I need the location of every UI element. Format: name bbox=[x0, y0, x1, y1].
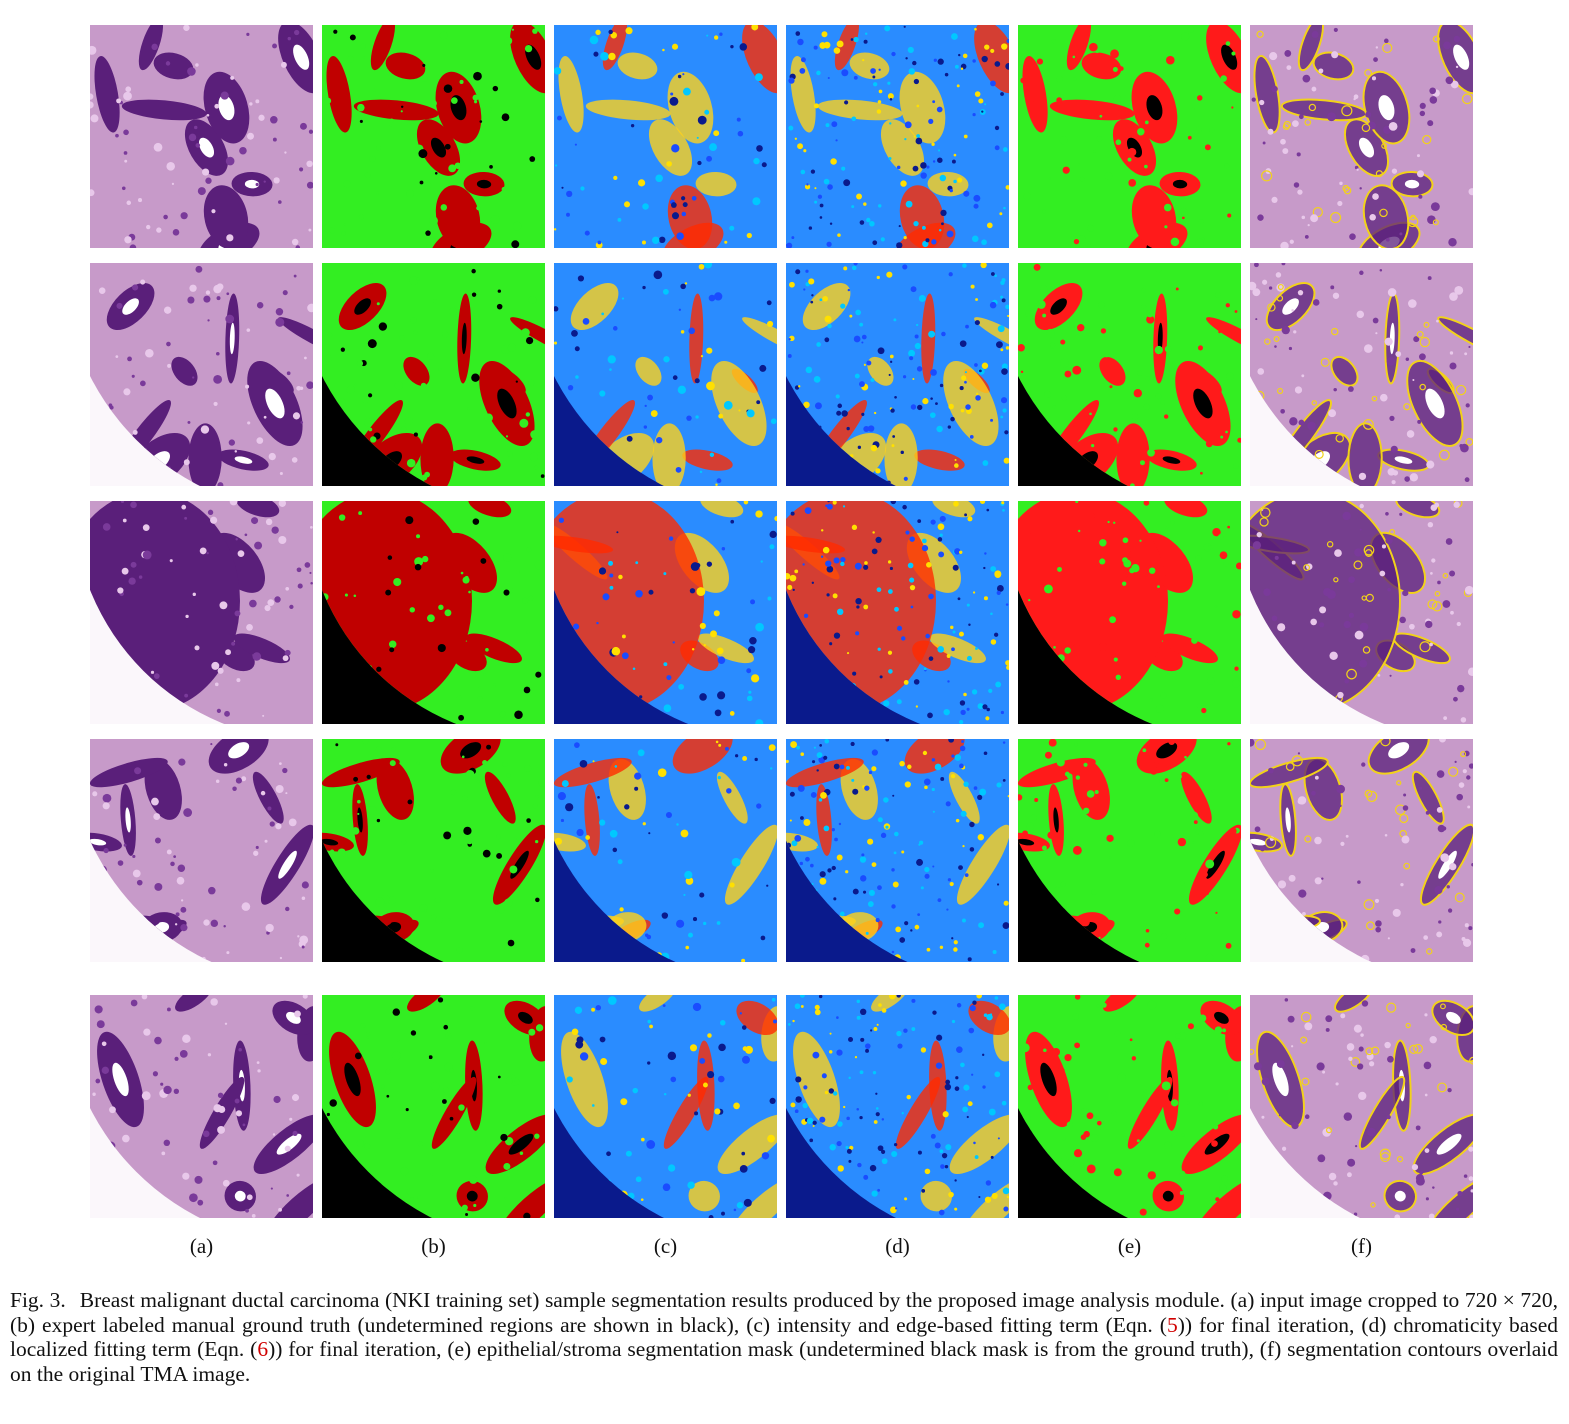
caption-text-3: )) for final iteration, (e) epithelial/s… bbox=[10, 1337, 1558, 1386]
panel-intensity-fitting-row-2 bbox=[554, 263, 777, 486]
panel-ground-truth-row-4 bbox=[322, 739, 545, 962]
caption-text-1: Breast malignant ductal carcinoma (NKI t… bbox=[10, 1288, 1558, 1337]
panel-contour-overlay-row-5 bbox=[1250, 995, 1473, 1218]
panel-contour-overlay-row-1 bbox=[1250, 25, 1473, 248]
panel-intensity-fitting-row-4 bbox=[554, 739, 777, 962]
panel-segmentation-mask-row-2 bbox=[1018, 263, 1241, 486]
sub-label-c: (c) bbox=[653, 1234, 678, 1258]
panel-ground-truth-row-1 bbox=[322, 25, 545, 248]
panel-ground-truth-row-3 bbox=[322, 501, 545, 724]
panel-contour-overlay-row-3 bbox=[1250, 501, 1473, 724]
panel-chromaticity-fitting-row-4 bbox=[786, 739, 1009, 962]
sub-label-a: (a) bbox=[189, 1234, 214, 1258]
caption-text-2: )) for final iteration, (d) chromaticity… bbox=[10, 1312, 1558, 1362]
panel-ground-truth-row-2 bbox=[322, 263, 545, 486]
sub-label-b: (b) bbox=[421, 1234, 446, 1258]
sub-label-f: (f) bbox=[1351, 1234, 1372, 1258]
caption-label: Fig. 3. bbox=[10, 1288, 66, 1312]
panel-intensity-fitting-row-3 bbox=[554, 501, 777, 724]
panel-segmentation-mask-row-3 bbox=[1018, 501, 1241, 724]
panel-contour-overlay-row-4 bbox=[1250, 739, 1473, 962]
panel-segmentation-mask-row-4 bbox=[1018, 739, 1241, 962]
panel-intensity-fitting-row-5 bbox=[554, 995, 777, 1218]
panel-chromaticity-fitting-row-2 bbox=[786, 263, 1009, 486]
panel-segmentation-mask-row-1 bbox=[1018, 25, 1241, 248]
panel-input-image-row-5 bbox=[90, 995, 313, 1218]
sub-label-e: (e) bbox=[1117, 1234, 1142, 1258]
panel-input-image-row-1 bbox=[90, 25, 313, 248]
panel-intensity-fitting-row-1 bbox=[554, 25, 777, 248]
equation-ref-5[interactable]: 5 bbox=[1166, 1312, 1178, 1337]
panel-ground-truth-row-5 bbox=[322, 995, 545, 1218]
panel-input-image-row-2 bbox=[90, 263, 313, 486]
panel-contour-overlay-row-2 bbox=[1250, 263, 1473, 486]
panel-segmentation-mask-row-5 bbox=[1018, 995, 1241, 1218]
panel-input-image-row-4 bbox=[90, 739, 313, 962]
figure-caption: Fig. 3. Breast malignant ductal carcinoma… bbox=[10, 1288, 1558, 1386]
panel-input-image-row-3 bbox=[90, 501, 313, 724]
panel-chromaticity-fitting-row-3 bbox=[786, 501, 1009, 724]
sub-label-d: (d) bbox=[885, 1234, 910, 1258]
equation-ref-6[interactable]: 6 bbox=[257, 1337, 269, 1361]
panel-chromaticity-fitting-row-1 bbox=[786, 25, 1009, 248]
panel-chromaticity-fitting-row-5 bbox=[786, 995, 1009, 1218]
